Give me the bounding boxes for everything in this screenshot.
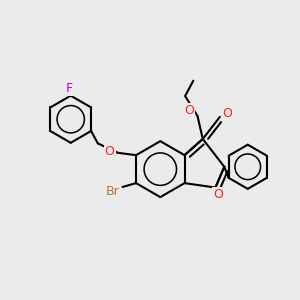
Text: F: F (66, 82, 73, 94)
Text: O: O (222, 107, 232, 120)
Text: O: O (105, 146, 115, 158)
Text: O: O (184, 103, 194, 117)
Text: O: O (213, 188, 223, 200)
Text: Br: Br (106, 185, 120, 198)
